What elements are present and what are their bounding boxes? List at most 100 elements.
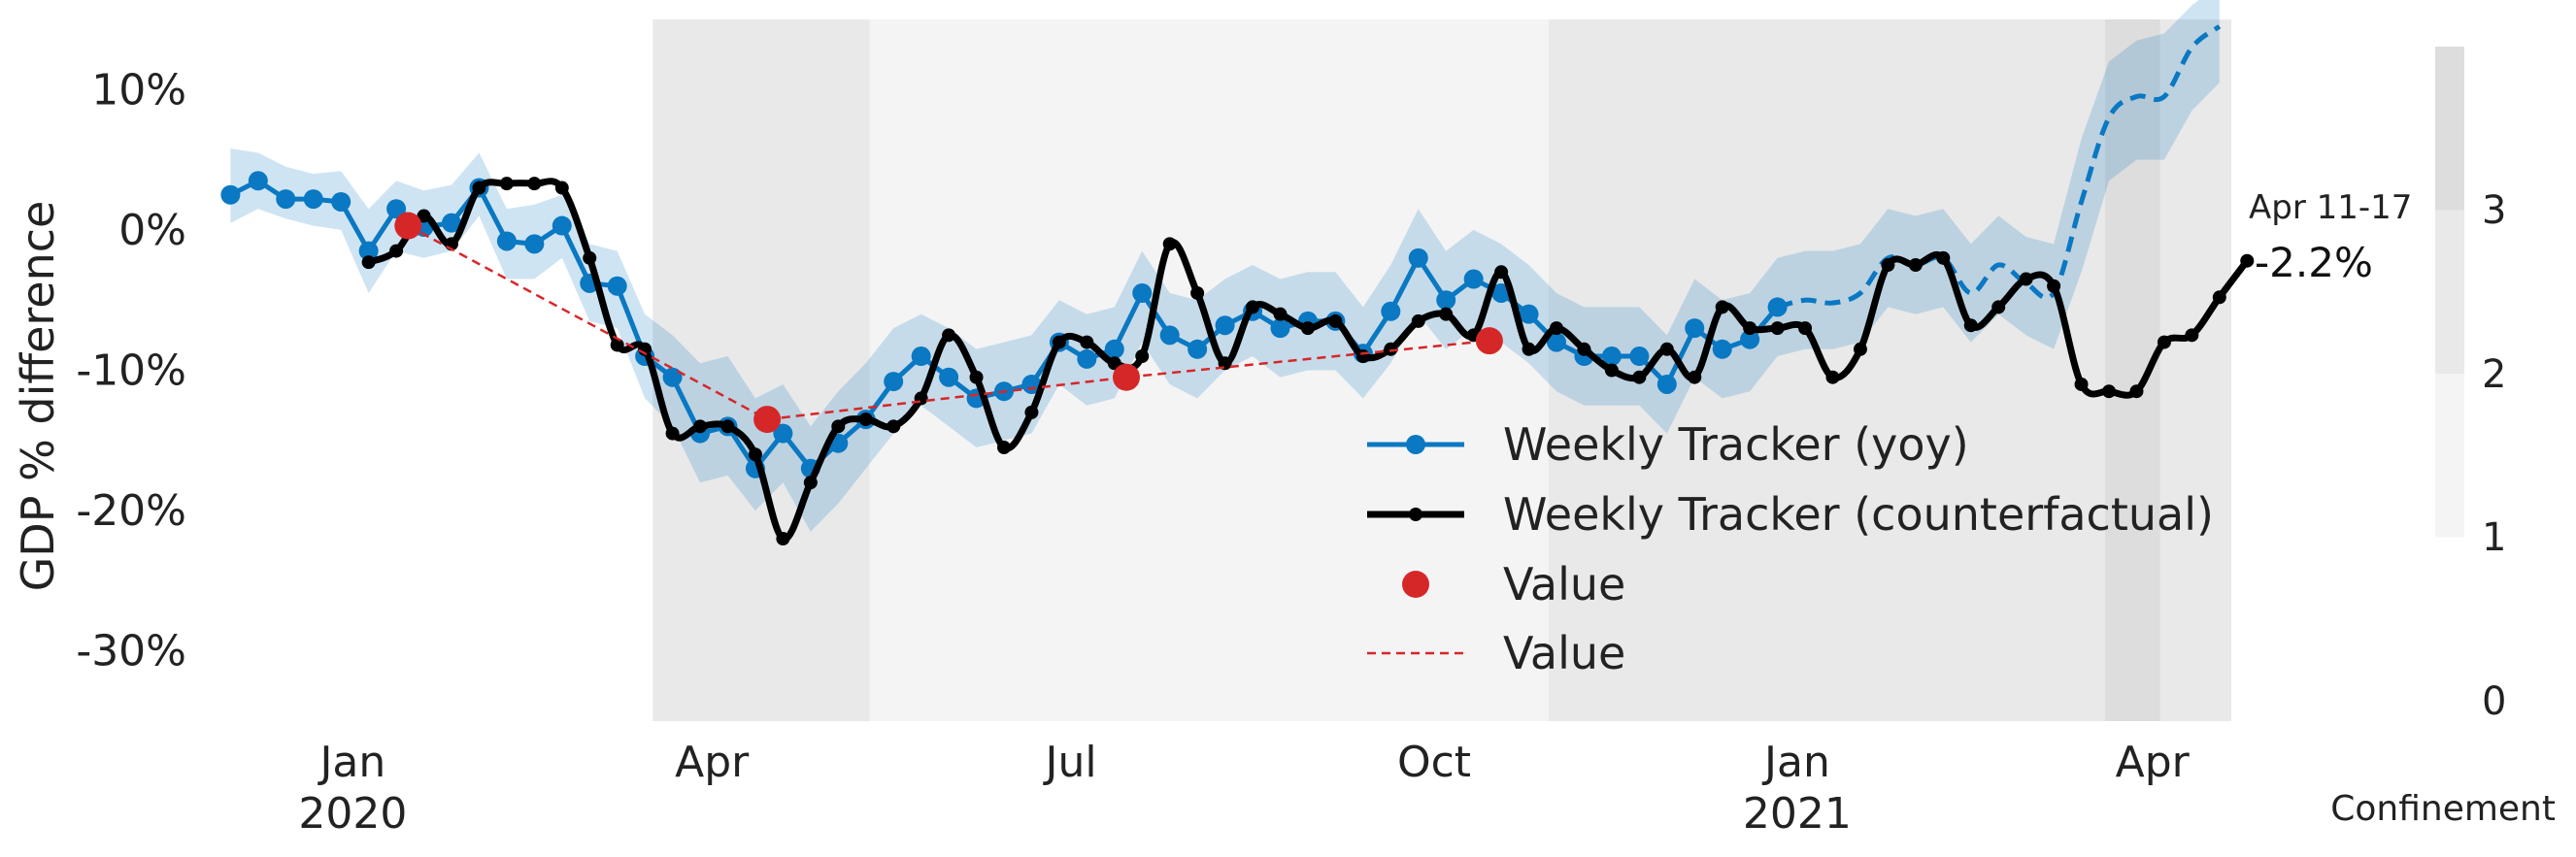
cbar-tick-2: 2 (2482, 352, 2506, 397)
yoy-point-44 (1436, 290, 1456, 311)
x-tick-sublabel-4: 2021 (1743, 789, 1852, 839)
cf-point-6 (527, 177, 542, 191)
cf-point-29 (1162, 237, 1177, 251)
cf-point-43 (1550, 321, 1563, 336)
cf-point-63 (2102, 384, 2117, 399)
cbar-tick-1: 1 (2482, 515, 2506, 560)
yoy-point-5 (358, 241, 379, 261)
cbar-label: Confinement (2330, 789, 2556, 829)
yoy-point-43 (1408, 247, 1428, 268)
cf-point-0 (361, 255, 376, 270)
cf-point-28 (1135, 349, 1150, 364)
yoy-point-42 (1381, 301, 1401, 321)
cf-point-50 (1743, 321, 1757, 336)
cf-point-57 (1936, 250, 1951, 265)
cf-point-12 (693, 419, 708, 434)
cf-point-65 (2157, 335, 2171, 349)
counterfactual-series (361, 177, 2255, 546)
yoy-point-50 (1601, 346, 1622, 367)
yoy-point-24 (884, 372, 904, 392)
yoy-point-45 (1463, 269, 1484, 289)
cf-point-23 (996, 441, 1011, 455)
annotation-date: Apr 11-17 (2249, 188, 2412, 227)
end-annotation: Apr 11-17 -2.2% (2249, 188, 2412, 286)
cf-point-1 (389, 244, 404, 258)
cf-point-44 (1577, 342, 1591, 356)
cbar-band-1 (2435, 374, 2464, 538)
y-tick-label-3: -20% (76, 486, 186, 536)
cf-point-55 (1881, 258, 1895, 273)
cf-point-60 (2019, 272, 2033, 286)
confidence-band (230, 0, 2220, 532)
cf-point-34 (1300, 321, 1315, 336)
x-tick-label-1: Apr (675, 738, 750, 787)
yoy-point-26 (939, 367, 959, 387)
yoy-point-55 (1740, 329, 1760, 349)
confinement-colorbar: 0 1 2 3 Confinement (2330, 47, 2556, 829)
cf-point-66 (2185, 328, 2199, 343)
y-axis-label: GDP % difference (12, 201, 64, 592)
legend-label-1: Weekly Tracker (counterfactual) (1503, 488, 2214, 541)
cf-point-45 (1604, 363, 1619, 378)
cbar-band-0 (2435, 537, 2464, 701)
cf-point-49 (1715, 300, 1729, 314)
cf-point-19 (887, 419, 901, 434)
value-point-1 (753, 406, 782, 434)
y-tick-label-2: -10% (76, 346, 186, 396)
cf-point-14 (748, 447, 762, 462)
x-tick-sublabel-0: 2020 (298, 789, 407, 839)
cf-point-22 (969, 370, 984, 384)
x-tick-label-4: Jan (1761, 738, 1830, 787)
yoy-point-10 (496, 231, 517, 251)
yoy-point-6 (386, 199, 407, 219)
cf-point-68 (2240, 253, 2255, 268)
cf-point-59 (1991, 300, 2006, 314)
yoy-point-31 (1077, 348, 1097, 369)
cf-point-53 (1825, 370, 1840, 384)
cf-point-8 (583, 250, 597, 265)
yoy-point-16 (662, 367, 683, 387)
legend-label-3: Value (1503, 627, 1625, 679)
cf-point-2 (417, 209, 431, 223)
x-tick-label-5: Apr (2116, 738, 2191, 787)
yoy-point-48 (1547, 332, 1566, 352)
cf-point-36 (1355, 349, 1370, 364)
x-tick-label-0: Jan (317, 738, 385, 787)
yoy-point-3 (303, 189, 323, 210)
cf-point-64 (2129, 384, 2144, 399)
y-tick-label-0: 10% (91, 65, 186, 115)
yoy-point-25 (911, 346, 931, 367)
yoy-point-4 (331, 191, 351, 212)
cf-point-13 (720, 419, 735, 434)
cf-point-9 (610, 338, 624, 352)
cf-point-39 (1439, 307, 1454, 321)
cf-point-46 (1632, 370, 1647, 384)
value-points-series (394, 212, 1503, 434)
cf-point-58 (1963, 318, 1978, 333)
yoy-point-51 (1629, 346, 1650, 367)
cbar-tick-3: 3 (2482, 188, 2506, 233)
cf-point-18 (858, 412, 873, 427)
legend-value-marker (1402, 571, 1429, 598)
yoy-point-47 (1519, 304, 1539, 324)
cf-point-47 (1659, 342, 1674, 356)
yoy-point-29 (1021, 374, 1042, 394)
value-dashed-line (407, 224, 1490, 421)
cf-point-30 (1190, 285, 1205, 300)
cf-point-11 (665, 426, 680, 441)
yoy-point-1 (248, 171, 268, 191)
cf-point-35 (1328, 313, 1343, 328)
cf-point-25 (1052, 335, 1066, 349)
value-point-2 (1112, 363, 1140, 391)
yoy-point-8 (441, 213, 461, 233)
cf-point-4 (472, 181, 486, 195)
yoy-point-56 (1767, 297, 1788, 317)
cf-point-32 (1246, 300, 1260, 314)
legend-label-0: Weekly Tracker (yoy) (1503, 418, 1969, 471)
cf-point-41 (1494, 265, 1509, 280)
cbar-band-3 (2435, 47, 2464, 211)
yoy-point-53 (1685, 318, 1705, 339)
cf-point-54 (1853, 342, 1867, 356)
